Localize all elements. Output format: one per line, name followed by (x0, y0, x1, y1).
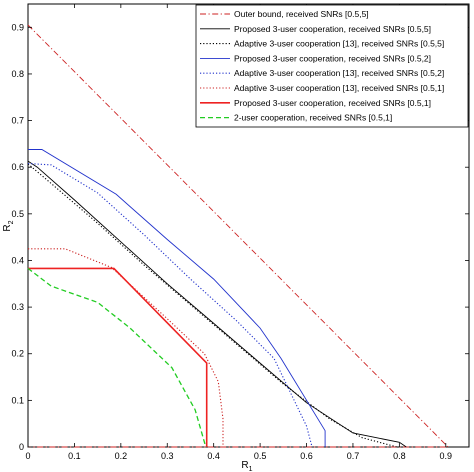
y-axis-label-sub: 2 (8, 220, 15, 224)
legend-label: Adaptive 3-user cooperation [13], receiv… (234, 68, 444, 78)
y-axis-label: R2 (2, 220, 15, 231)
legend-label: Outer bound, received SNRs [0.5,5] (234, 9, 369, 19)
x-tick-label: 0.3 (161, 451, 174, 461)
legend-label: Adaptive 3-user cooperation [13], receiv… (234, 83, 444, 93)
legend-label: Proposed 3-user cooperation, received SN… (234, 53, 431, 63)
y-tick-label: 0.6 (11, 162, 24, 172)
series-layer (27, 24, 450, 448)
legend-entry-7: Proposed 3-user cooperation, received SN… (200, 98, 431, 108)
x-tick-label: 0.4 (207, 451, 220, 461)
legend-entry-8: 2-user cooperation, received SNRs [0.5,1… (200, 113, 392, 123)
y-tick-label: 0.1 (11, 395, 24, 405)
y-tick-label: 0.4 (11, 255, 24, 265)
legend-entry-1: Outer bound, received SNRs [0.5,5] (200, 9, 369, 19)
y-tick-label: 0.5 (11, 209, 24, 219)
y-tick-label: 0.2 (11, 349, 24, 359)
x-tick-label: 0.7 (347, 451, 360, 461)
series-line (27, 163, 398, 448)
legend-box (195, 4, 469, 128)
legend-entry-4: Proposed 3-user cooperation, received SN… (200, 53, 431, 63)
x-tick-label: 0.8 (393, 451, 406, 461)
x-axis-label-main: R (241, 460, 248, 471)
series-4 (27, 149, 326, 448)
x-tick-label: 0.9 (440, 451, 453, 461)
x-tick-label: 0.2 (115, 451, 128, 461)
series-line (27, 24, 450, 448)
x-tick-label: 0.1 (68, 451, 81, 461)
series-3 (27, 163, 398, 448)
x-axis-label-sub: 1 (249, 466, 253, 472)
series-line (28, 248, 224, 447)
x-tick-label: 0 (25, 451, 30, 461)
legend-entry-3: Adaptive 3-user cooperation [13], receiv… (200, 39, 444, 49)
legend-label: Adaptive 3-user cooperation [13], receiv… (234, 39, 444, 49)
legend-label: 2-user cooperation, received SNRs [0.5,1… (234, 113, 392, 123)
legend-label: Proposed 3-user cooperation, received SN… (234, 24, 431, 34)
series-5 (27, 162, 313, 448)
y-tick-label: 0.9 (11, 22, 24, 32)
legend-entry-2: Proposed 3-user cooperation, received SN… (200, 24, 431, 34)
x-tick-label: 0.6 (300, 451, 313, 461)
series-line (28, 267, 208, 447)
y-tick-label: 0.3 (11, 302, 24, 312)
legend-label: Proposed 3-user cooperation, received SN… (234, 98, 431, 108)
y-tick-label: 0.8 (11, 69, 24, 79)
x-axis-label: R1 (241, 460, 252, 472)
series-8 (27, 267, 207, 448)
legend-entry-5: Adaptive 3-user cooperation [13], receiv… (200, 68, 444, 78)
y-tick-label: 0.7 (11, 116, 24, 126)
legend: Outer bound, received SNRs [0.5,5] Propos… (195, 4, 469, 128)
series-6 (27, 248, 224, 448)
y-tick-label: 0 (19, 442, 24, 452)
series-2 (27, 160, 407, 448)
legend-entry-6: Adaptive 3-user cooperation [13], receiv… (200, 83, 444, 93)
y-axis-label-main: R (2, 224, 13, 231)
x-tick-label: 0.5 (254, 451, 267, 461)
